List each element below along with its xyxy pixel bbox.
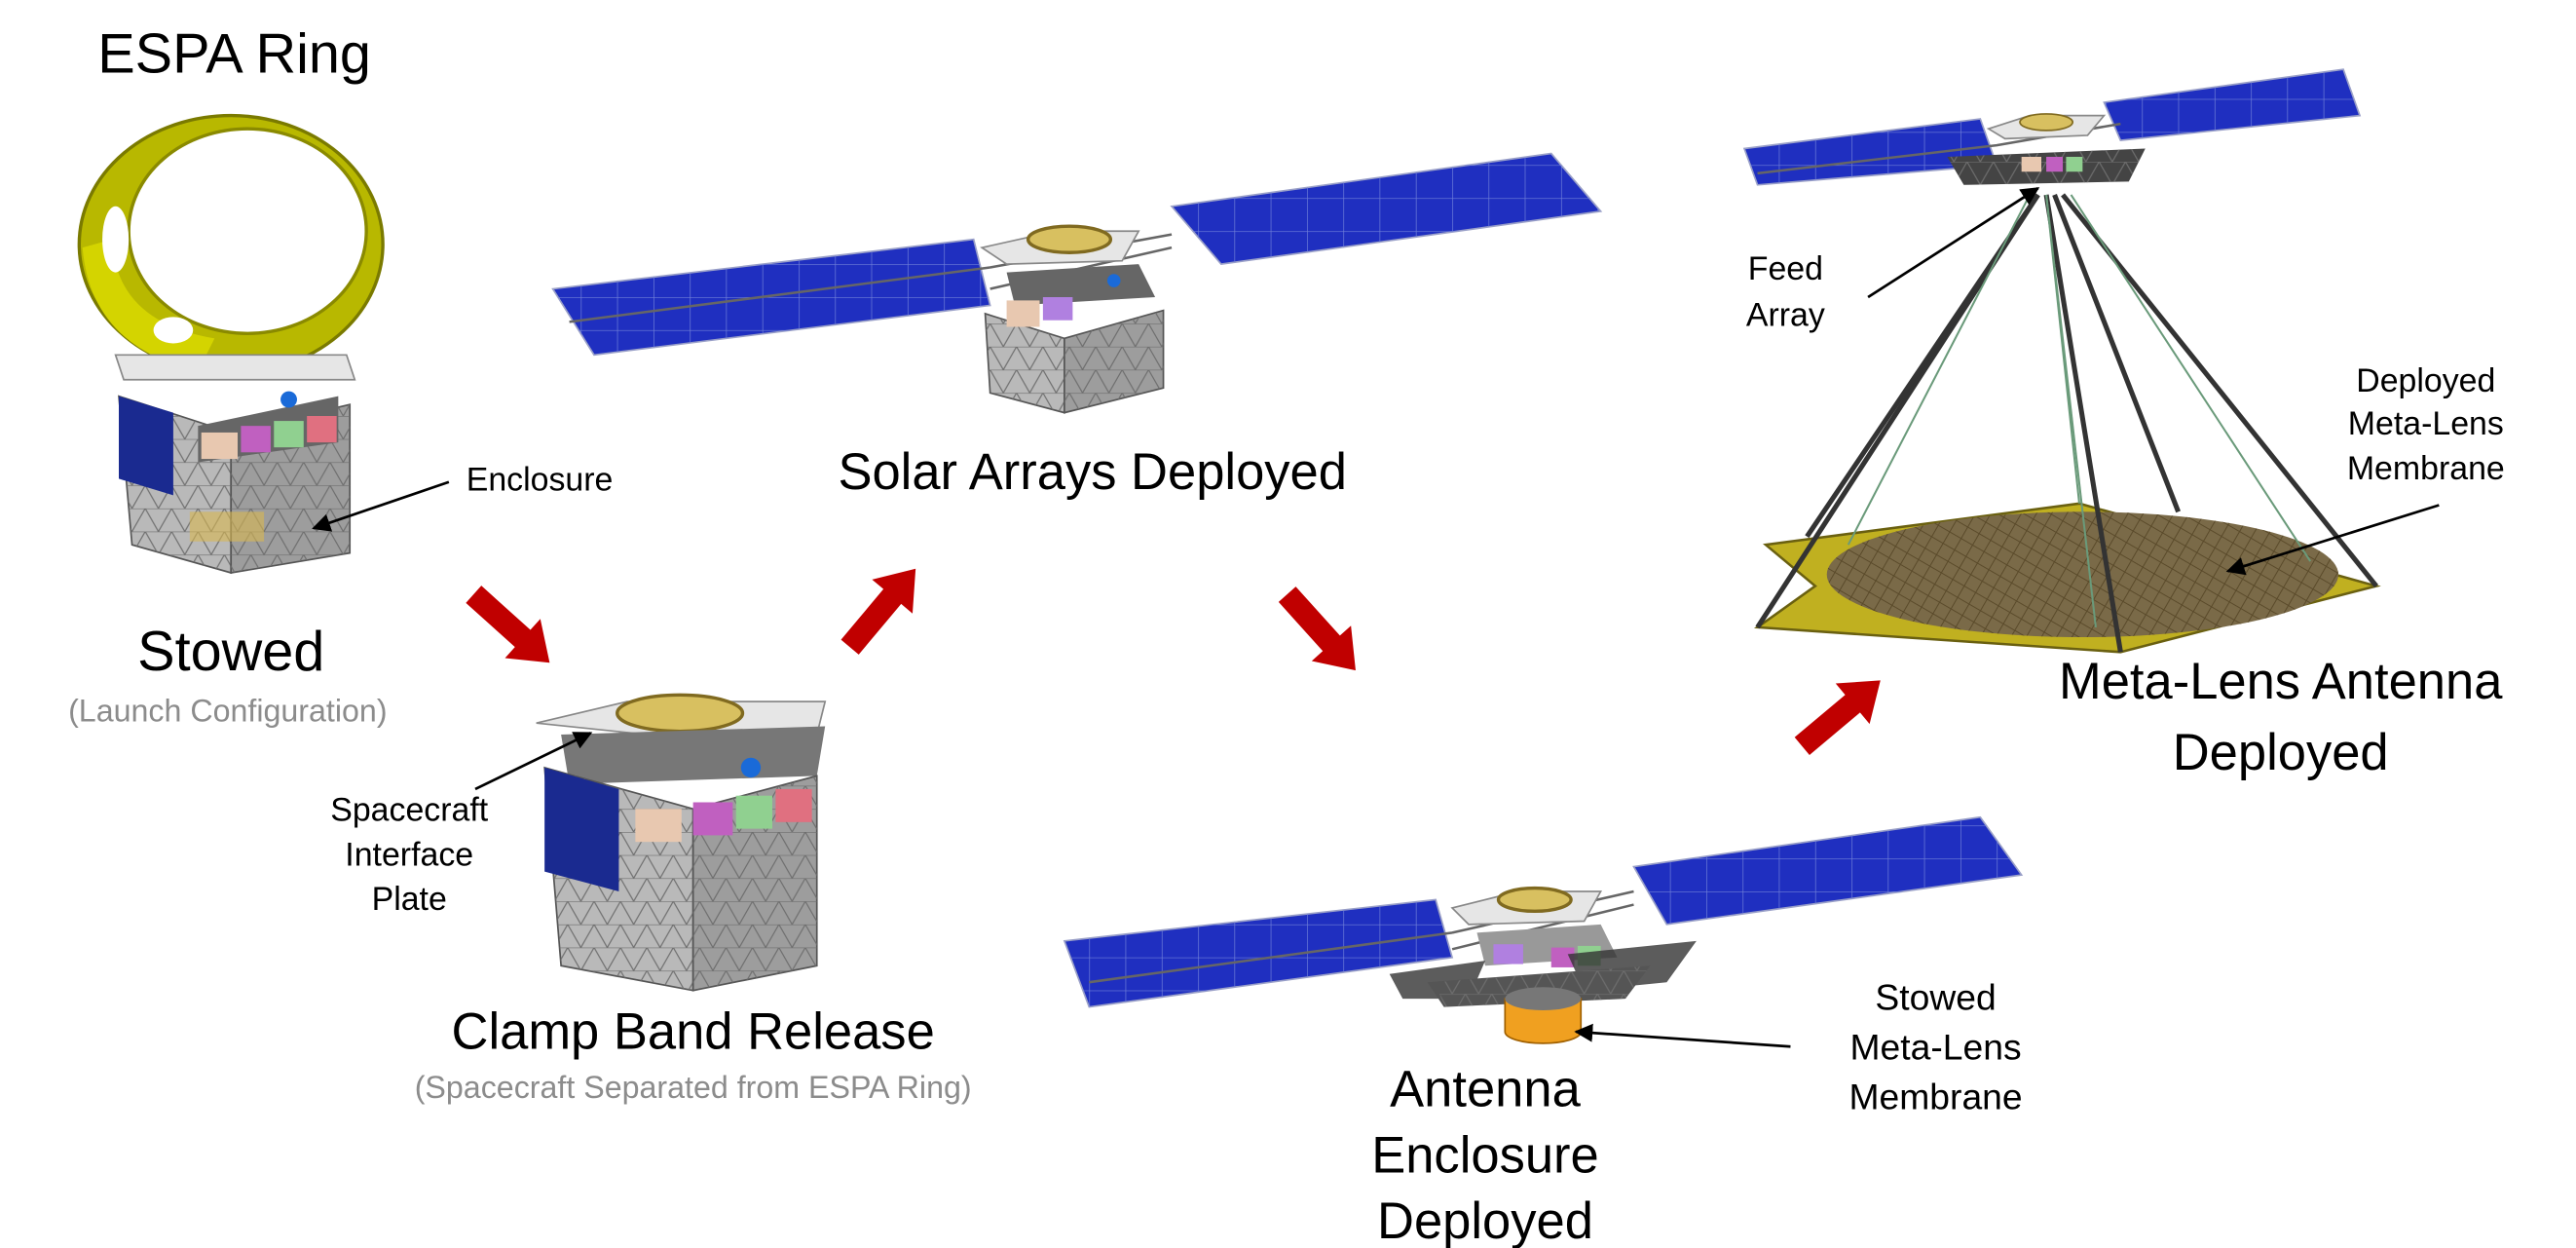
callout: Stowed: [1875, 977, 1996, 1018]
sequence-arrows: [466, 568, 1881, 755]
callout: Spacecraft: [330, 792, 489, 829]
callout: Plate: [372, 881, 447, 918]
callout: Membrane: [1849, 1076, 2023, 1116]
callout: Interface: [345, 836, 473, 873]
stage-subtitle: (Spacecraft Separated from ESPA Ring): [415, 1070, 972, 1105]
arrow: [840, 568, 916, 655]
callout: Meta-Lens: [1850, 1027, 2022, 1068]
stage-title: Solar Arrays Deployed: [838, 443, 1347, 501]
callout: Enclosure: [467, 462, 614, 499]
leader-lines: [312, 187, 2440, 1048]
stage-title: Deployed: [2173, 724, 2389, 781]
stage-title: Meta-Lens Antenna: [2059, 653, 2503, 710]
callout: Array: [1746, 296, 1825, 333]
arrow: [1794, 680, 1881, 755]
stage-subtitle: (Launch Configuration): [68, 693, 387, 728]
stage-title: Stowed: [137, 621, 324, 683]
arrow: [466, 586, 550, 663]
callout: Membrane: [2347, 450, 2505, 487]
espa-ring-label: ESPA Ring: [97, 23, 371, 86]
callout: Meta-Lens: [2348, 405, 2504, 442]
stage-title: Antenna: [1390, 1061, 1581, 1118]
stage-title: Deployed: [1377, 1192, 1593, 1248]
solar-arrays-illustration: [551, 152, 1603, 414]
callout: Feed: [1748, 250, 1823, 287]
stage-title: Clamp Band Release: [452, 1002, 935, 1060]
stowed-illustration: [77, 113, 385, 575]
clamp-band-illustration: [536, 693, 827, 992]
stage-title: Enclosure: [1371, 1126, 1599, 1184]
callout: Deployed: [2356, 362, 2495, 399]
meta-lens-illustration: [1742, 68, 2381, 654]
arrow: [1278, 586, 1356, 671]
antenna-enclosure-illustration: [1063, 815, 2024, 1044]
